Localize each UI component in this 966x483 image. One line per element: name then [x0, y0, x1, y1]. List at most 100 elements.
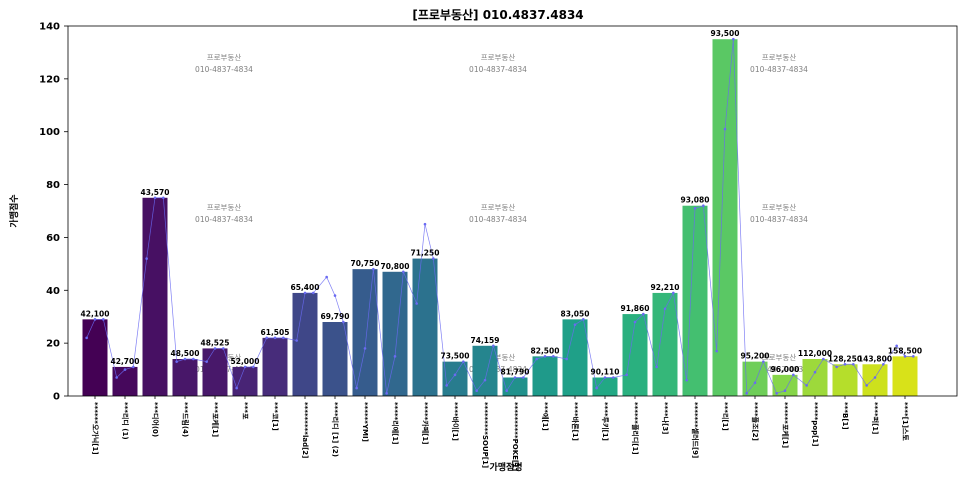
- line-point: [912, 355, 915, 358]
- line-point: [625, 373, 628, 377]
- line-point: [385, 392, 388, 395]
- bar-value-label: 48,525: [201, 338, 230, 347]
- line-point: [393, 355, 397, 358]
- line-point: [702, 204, 705, 208]
- bar-value-label: 43,570: [141, 188, 170, 197]
- bar-value-label: 65,400: [291, 283, 320, 292]
- bar: [682, 205, 708, 396]
- x-tick-label: ****바론[1]: [571, 402, 580, 441]
- line-point: [603, 376, 607, 379]
- x-tick-label: ***포: [241, 402, 249, 420]
- bar-value-label: 73,500: [441, 352, 470, 361]
- bar-value-label: 143,800: [858, 354, 892, 363]
- line-point: [882, 362, 885, 366]
- bar-value-label: 81,790: [501, 368, 530, 377]
- x-tick-label: ****바이[1]: [451, 402, 460, 441]
- bars: [82, 39, 918, 396]
- line-point: [805, 384, 808, 387]
- line-point: [123, 368, 127, 371]
- x-tick-label: ***B[1]: [841, 402, 849, 430]
- bar-value-label: 91,860: [621, 304, 650, 313]
- bar-value-label: 128,250: [828, 354, 862, 363]
- line-point: [543, 355, 547, 358]
- line-point: [355, 386, 358, 390]
- bar-value-label: 95,200: [741, 352, 770, 361]
- line-point: [513, 376, 517, 379]
- watermark-phone: 010-4837-4834: [469, 215, 527, 224]
- line-point: [402, 270, 405, 274]
- line-point: [132, 365, 135, 369]
- line-point: [565, 357, 568, 361]
- line-point: [222, 347, 225, 350]
- line-point: [333, 294, 337, 297]
- x-tick-label: *****pop[1]: [811, 402, 819, 446]
- chart-title: [프로부동산] 010.4837.4834: [412, 7, 583, 22]
- bar-value-label: 74,159: [471, 336, 500, 345]
- line-point: [693, 207, 697, 210]
- overlay-line: [86, 39, 914, 395]
- line-point: [685, 378, 688, 382]
- bar: [832, 364, 858, 396]
- watermark-phone: 010-4837-4834: [750, 365, 808, 374]
- bar: [142, 197, 168, 396]
- x-tick-label: ****리디 [1] (2): [331, 402, 340, 457]
- y-axis: 0 20 40 60 80 100 120 140: [39, 22, 68, 403]
- line-point: [115, 376, 118, 379]
- line-point: [642, 312, 645, 316]
- bar-value-label: 42,100: [81, 309, 110, 318]
- line-point: [453, 373, 457, 377]
- bar: [622, 314, 648, 396]
- watermark-text: 프로부동산: [762, 352, 797, 362]
- bar: [532, 356, 558, 396]
- line-point: [342, 320, 345, 324]
- bar-value-label: 83,050: [561, 309, 590, 318]
- line-point: [715, 349, 718, 353]
- bar: [292, 292, 318, 396]
- bar-value-label: 70,800: [381, 262, 410, 271]
- line-point: [595, 386, 598, 390]
- line-point: [753, 381, 757, 385]
- bar: [112, 366, 138, 396]
- x-tick-label: *********SOUP[1]: [481, 402, 489, 468]
- x-tick-label: ***에[1]: [541, 402, 550, 431]
- bar: [472, 345, 498, 396]
- line-point: [205, 360, 208, 363]
- bar-value-label: 93,080: [681, 196, 710, 205]
- watermark-text: 프로부동산: [481, 202, 516, 212]
- watermark-text: 프로부동산: [207, 52, 242, 62]
- line-point: [873, 376, 877, 379]
- bar-value-label: 92,210: [651, 283, 680, 292]
- x-tick-label: ***디어(0): [151, 402, 160, 437]
- line-point: [183, 357, 187, 361]
- line-point: [852, 362, 855, 366]
- bar-value-label: 52,000: [231, 357, 260, 366]
- bar: [442, 361, 468, 396]
- line-point: [102, 318, 105, 321]
- line-point: [895, 344, 898, 348]
- y-tick-label: 120: [39, 74, 60, 85]
- x-tick-label: ****투키[1]: [601, 402, 610, 441]
- line-point: [792, 373, 795, 377]
- line-point: [535, 357, 538, 361]
- bar-value-label: 93,500: [711, 29, 740, 38]
- line-point: [213, 347, 217, 350]
- x-tick-label: ******플리디[1]: [631, 402, 640, 455]
- line-point: [162, 196, 165, 200]
- bar: [172, 359, 198, 396]
- x-tick-label: ****나[3]: [661, 402, 670, 434]
- y-tick-label: 0: [53, 392, 60, 403]
- x-tick-label: *******셀러드[9]: [691, 402, 700, 458]
- watermark-text: 프로부동산: [762, 52, 797, 62]
- x-tick-label: ***포케[1]: [211, 402, 220, 437]
- line-point: [903, 355, 907, 358]
- line-point: [582, 318, 585, 321]
- bar-value-label: 70,750: [351, 259, 380, 268]
- bar-value-label: 158,500: [888, 346, 922, 355]
- line-point: [505, 389, 508, 393]
- line-point: [775, 392, 778, 395]
- bar: [322, 322, 348, 396]
- x-tick-label: ****퍼[1]: [871, 402, 880, 434]
- line-point: [85, 336, 88, 340]
